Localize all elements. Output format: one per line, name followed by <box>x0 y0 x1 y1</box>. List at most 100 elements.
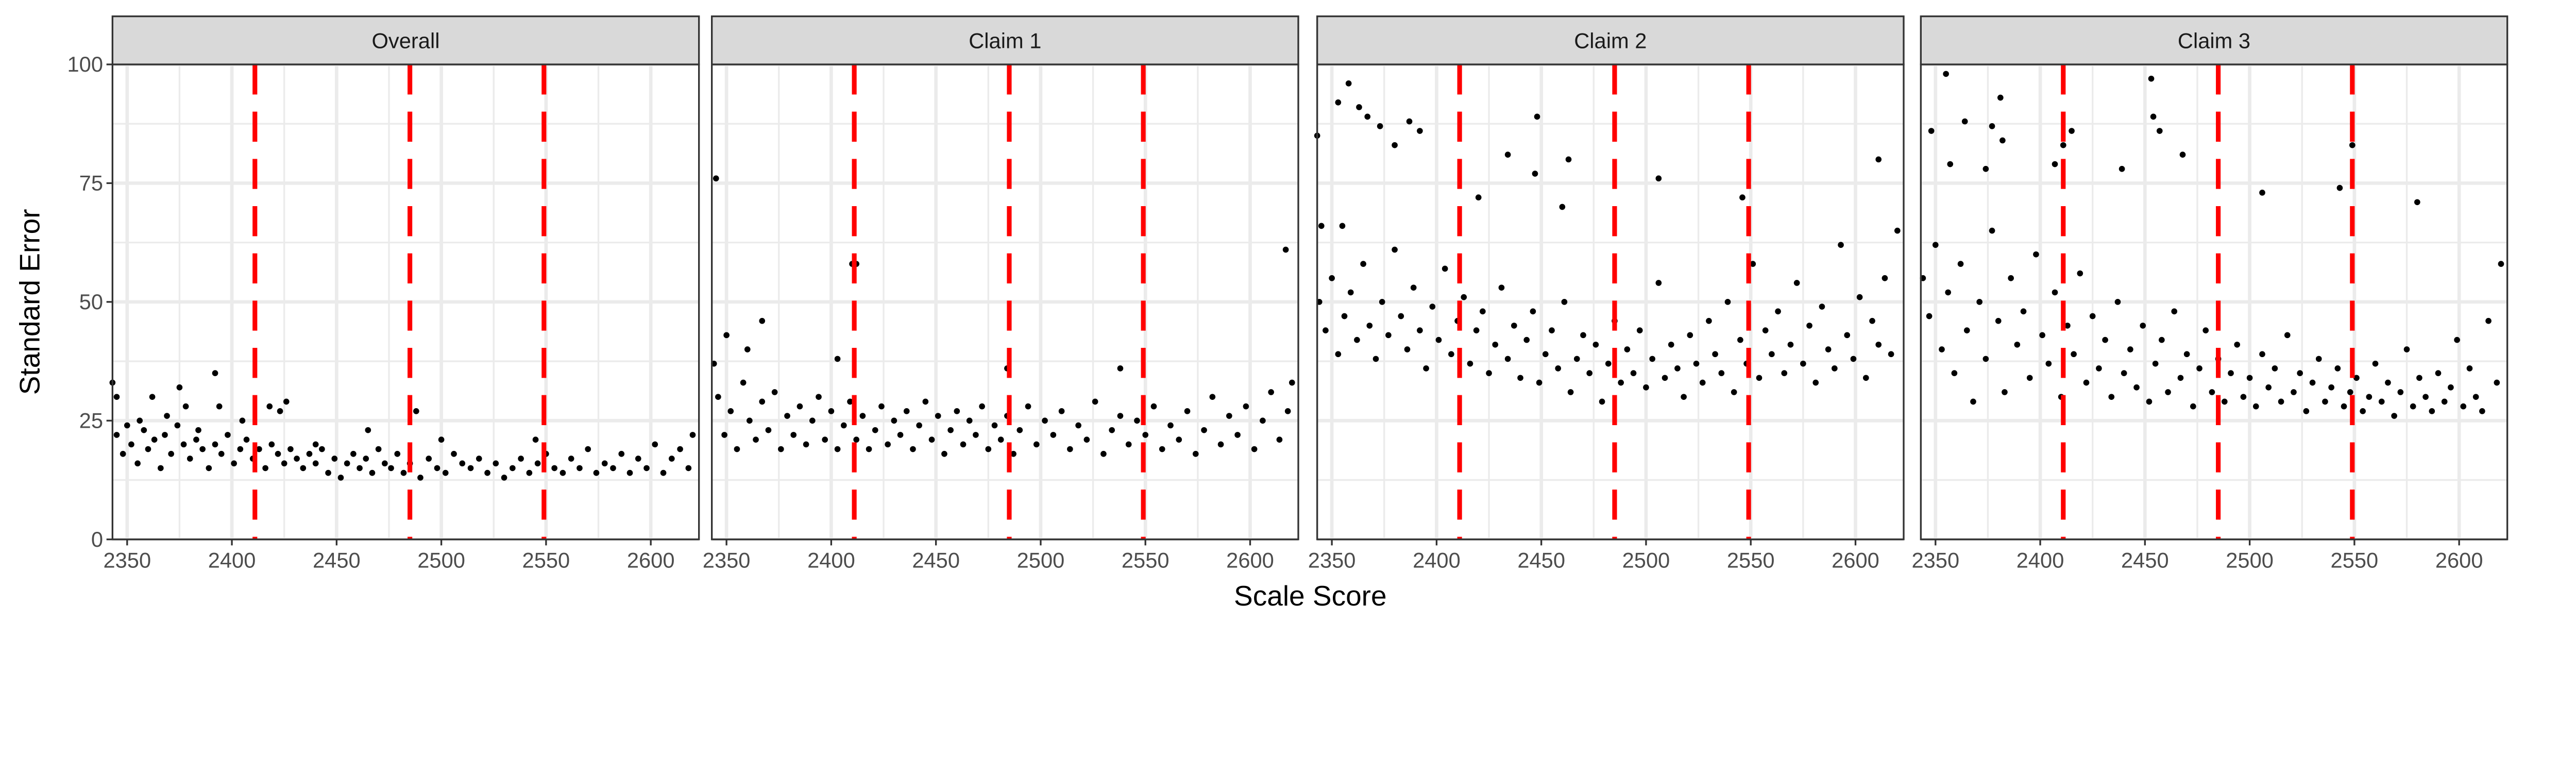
data-point <box>660 469 667 476</box>
data-point <box>1643 384 1649 391</box>
data-point <box>1932 242 1939 248</box>
data-point <box>1542 351 1549 358</box>
data-point <box>1392 142 1398 148</box>
data-point <box>312 441 319 448</box>
data-point <box>493 460 499 467</box>
data-point <box>2179 152 2186 158</box>
x-tick-label: 2350 <box>1911 548 1959 573</box>
data-point <box>176 384 183 391</box>
data-point <box>601 460 608 467</box>
data-point <box>610 465 616 472</box>
data-point <box>2414 199 2420 206</box>
data-point <box>2052 289 2058 296</box>
data-point <box>534 460 541 467</box>
data-point <box>145 446 151 452</box>
x-tick-label: 2450 <box>2121 548 2169 573</box>
data-point <box>212 441 218 448</box>
data-point <box>2349 142 2355 148</box>
data-point <box>2165 389 2171 395</box>
data-point <box>954 408 960 414</box>
data-point <box>1699 379 1706 386</box>
data-point <box>1781 370 1788 376</box>
data-point <box>840 422 847 429</box>
data-point <box>2026 375 2033 381</box>
data-point <box>1480 308 1486 315</box>
data-point <box>1662 375 1668 381</box>
data-point <box>2328 384 2334 391</box>
data-point <box>2014 341 2021 348</box>
data-point <box>1549 327 1555 333</box>
data-point <box>715 394 721 400</box>
data-point <box>1067 446 1073 452</box>
data-point <box>1498 284 1505 291</box>
data-point <box>1580 332 1586 339</box>
data-point <box>635 456 641 462</box>
data-point <box>1951 370 1958 376</box>
data-point <box>1712 351 1718 358</box>
data-point <box>151 436 158 443</box>
data-point <box>727 408 734 414</box>
data-point <box>685 465 692 472</box>
data-point <box>2259 351 2265 358</box>
data-point <box>206 465 212 472</box>
facet-panel: Claim 1 2350 2400 2450 2500 2550 2600 <box>703 15 1299 573</box>
data-point <box>168 450 174 457</box>
x-tick-label: 2350 <box>703 548 751 573</box>
data-point <box>2284 332 2291 339</box>
data-point <box>216 403 223 410</box>
data-point <box>1125 441 1132 448</box>
data-point <box>652 441 658 448</box>
data-point <box>1134 417 1140 424</box>
data-point <box>1957 261 1964 267</box>
data-point <box>1737 337 1743 343</box>
data-point <box>2108 394 2115 400</box>
data-point <box>759 317 766 324</box>
data-point <box>1492 341 1499 348</box>
x-tick-label: 2500 <box>2226 548 2274 573</box>
data-point <box>1201 427 1207 433</box>
y-tick-label: 0 <box>91 527 103 551</box>
data-point <box>382 460 388 467</box>
data-point <box>1559 204 1566 210</box>
data-point <box>287 446 294 452</box>
data-point <box>1844 332 1851 339</box>
data-point <box>2190 403 2196 410</box>
data-point <box>765 427 772 433</box>
data-point <box>1117 365 1124 372</box>
data-point <box>510 465 516 472</box>
data-point <box>1970 398 1976 405</box>
data-point <box>2114 299 2121 305</box>
data-point <box>1819 304 1825 310</box>
data-point <box>713 175 719 182</box>
data-point <box>677 446 683 452</box>
data-point <box>1530 308 1536 315</box>
data-point <box>1599 398 1605 405</box>
data-point <box>312 460 319 467</box>
data-point <box>1318 223 1325 229</box>
data-point <box>2150 113 2157 120</box>
data-point <box>137 417 143 424</box>
data-point <box>2278 398 2284 405</box>
data-point <box>1410 284 1417 291</box>
data-point <box>1083 436 1090 443</box>
data-point <box>1869 317 1875 324</box>
data-point <box>199 446 206 452</box>
data-point <box>1268 389 1274 395</box>
data-point <box>2252 403 2259 410</box>
data-point <box>1756 375 1762 381</box>
data-point <box>2391 413 2397 419</box>
data-point <box>124 422 130 429</box>
data-point <box>1192 450 1199 457</box>
data-point <box>1963 327 1970 333</box>
data-point <box>1339 223 1346 229</box>
data-point <box>1573 356 1580 362</box>
data-point <box>771 389 778 395</box>
data-point <box>2140 323 2146 329</box>
data-point <box>438 436 445 443</box>
data-point <box>2196 365 2202 372</box>
data-point <box>218 450 225 457</box>
x-tick-label: 2600 <box>2435 548 2483 573</box>
data-point <box>1856 294 1863 300</box>
x-tick-label: 2400 <box>2016 548 2064 573</box>
